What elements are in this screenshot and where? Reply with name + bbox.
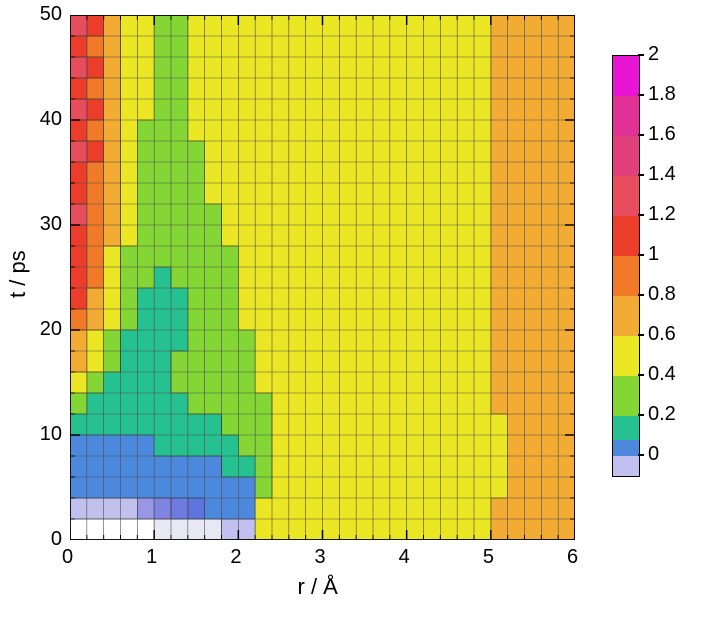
y-tick-label: 0	[51, 528, 62, 551]
colorbar-tick-label: 2	[648, 43, 659, 66]
x-axis-label: r / Å	[298, 574, 338, 600]
colorbar-tick-label: 1.4	[648, 163, 676, 186]
colorbar-segment	[613, 136, 639, 177]
colorbar-segment	[613, 376, 639, 417]
colorbar-tick-mark	[638, 414, 644, 416]
colorbar-tick-label: 0.2	[648, 403, 676, 426]
colorbar-tick-mark	[638, 54, 644, 56]
colorbar-tick-mark	[638, 214, 644, 216]
colorbar-tick-label: 0.4	[648, 363, 676, 386]
y-tick-label: 20	[40, 318, 62, 341]
x-tick-label: 1	[146, 546, 157, 569]
colorbar-tick-mark	[638, 134, 644, 136]
x-tick-label: 3	[315, 546, 326, 569]
colorbar-segment	[613, 440, 639, 457]
y-tick-label: 30	[40, 213, 62, 236]
colorbar-tick-label: 1.8	[648, 83, 676, 106]
colorbar-segment	[613, 416, 639, 441]
colorbar-tick-mark	[638, 254, 644, 256]
colorbar-tick-label: 1.6	[648, 123, 676, 146]
x-tick-label: 4	[399, 546, 410, 569]
colorbar-segment	[613, 96, 639, 137]
y-tick-label: 40	[40, 108, 62, 131]
colorbar	[612, 55, 640, 477]
colorbar-segment	[613, 296, 639, 337]
x-tick-label: 0	[62, 546, 73, 569]
colorbar-segment	[613, 456, 639, 477]
plot-svg	[70, 15, 575, 540]
x-tick-label: 6	[567, 546, 578, 569]
colorbar-tick-label: 1	[648, 243, 659, 266]
colorbar-tick-label: 0.8	[648, 283, 676, 306]
colorbar-tick-mark	[638, 374, 644, 376]
colorbar-tick-label: 1.2	[648, 203, 676, 226]
y-axis-label: t / ps	[5, 250, 31, 298]
y-tick-label: 50	[40, 3, 62, 26]
colorbar-tick-mark	[638, 174, 644, 176]
colorbar-segment	[613, 216, 639, 257]
x-tick-label: 5	[483, 546, 494, 569]
colorbar-tick-mark	[638, 454, 644, 456]
colorbar-tick-mark	[638, 94, 644, 96]
colorbar-tick-mark	[638, 294, 644, 296]
y-tick-label: 10	[40, 423, 62, 446]
colorbar-tick-label: 0	[648, 443, 659, 466]
colorbar-segment	[613, 256, 639, 297]
contour-plot	[70, 15, 575, 540]
x-tick-label: 2	[230, 546, 241, 569]
colorbar-segment	[613, 56, 639, 97]
colorbar-tick-mark	[638, 334, 644, 336]
colorbar-tick-label: 0.6	[648, 323, 676, 346]
colorbar-segment	[613, 336, 639, 377]
colorbar-segment	[613, 176, 639, 217]
